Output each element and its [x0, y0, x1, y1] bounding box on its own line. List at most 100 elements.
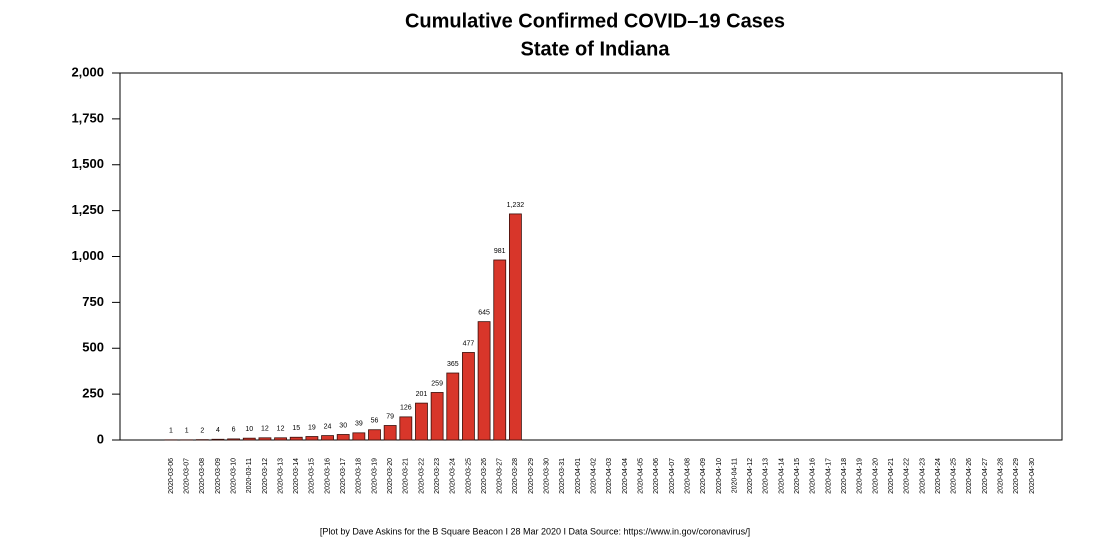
x-tick-label: 2020-04-03: [606, 458, 613, 494]
bar: [306, 437, 318, 440]
value-label: 30: [339, 422, 347, 429]
value-label: 1: [185, 428, 189, 435]
value-label: 12: [261, 426, 269, 433]
plot-frame: [120, 73, 1062, 440]
value-label: 4: [216, 427, 220, 434]
x-tick-label: 2020-04-07: [669, 458, 676, 494]
x-tick-label: 2020-04-15: [794, 458, 801, 494]
x-tick-label: 2020-04-24: [935, 458, 942, 494]
x-tick-label: 2020-04-02: [591, 458, 598, 494]
x-tick-label: 2020-03-19: [371, 458, 378, 494]
bar: [228, 439, 240, 440]
x-tick-label: 2020-03-18: [356, 458, 363, 494]
x-tick-label: 2020-04-12: [747, 458, 754, 494]
x-tick-label: 2020-03-14: [293, 458, 300, 494]
x-tick-label: 2020-03-26: [481, 458, 488, 494]
y-tick-label: 1,000: [71, 248, 104, 263]
x-tick-label: 2020-03-09: [215, 458, 222, 494]
x-tick-label: 2020-03-13: [277, 458, 284, 494]
x-tick-label: 2020-04-20: [872, 458, 879, 494]
bar: [275, 438, 287, 440]
value-label: 1: [169, 428, 173, 435]
x-tick-label: 2020-04-28: [998, 458, 1005, 494]
x-tick-label: 2020-04-17: [825, 458, 832, 494]
value-label: 19: [308, 424, 316, 431]
bar: [322, 436, 334, 440]
value-label: 6: [232, 427, 236, 434]
bar: [337, 434, 349, 440]
value-label: 10: [245, 426, 253, 433]
x-tick-label: 2020-04-09: [700, 458, 707, 494]
y-tick-label: 250: [82, 386, 104, 401]
y-tick-label: 750: [82, 294, 104, 309]
bar: [243, 438, 255, 440]
x-tick-label: 2020-03-15: [309, 458, 316, 494]
x-tick-label: 2020-03-23: [434, 458, 441, 494]
value-label: 477: [463, 340, 475, 347]
x-tick-label: 2020-04-18: [841, 458, 848, 494]
y-tick-label: 1,250: [71, 202, 104, 217]
x-tick-label: 2020-04-04: [622, 458, 629, 494]
x-tick-label: 2020-03-29: [528, 458, 535, 494]
x-tick-label: 2020-04-05: [637, 458, 644, 494]
x-tick-label: 2020-04-30: [1029, 458, 1036, 494]
x-tick-label: 2020-04-22: [904, 458, 911, 494]
x-tick-label: 2020-04-08: [684, 458, 691, 494]
bar: [447, 373, 459, 440]
x-tick-label: 2020-03-21: [403, 458, 410, 494]
bar: [290, 437, 302, 440]
x-tick-label: 2020-04-10: [716, 458, 723, 494]
bar: [478, 322, 490, 440]
value-label: 1,232: [507, 202, 525, 209]
x-tick-label: 2020-03-20: [387, 458, 394, 494]
value-label: 56: [371, 418, 379, 425]
x-tick-label: 2020-04-06: [653, 458, 660, 494]
bar: [431, 392, 443, 440]
value-label: 201: [416, 391, 428, 398]
bar: [462, 352, 474, 440]
x-tick-label: 2020-04-01: [575, 458, 582, 494]
value-label: 15: [292, 425, 300, 432]
value-label: 2: [200, 427, 204, 434]
x-tick-label: 2020-03-17: [340, 458, 347, 494]
x-tick-label: 2020-04-16: [810, 458, 817, 494]
x-tick-label: 2020-04-13: [763, 458, 770, 494]
bar: [400, 417, 412, 440]
x-tick-label: 2020-04-29: [1013, 458, 1020, 494]
bar: [384, 426, 396, 440]
bar: [353, 433, 365, 440]
x-tick-label: 2020-04-27: [982, 458, 989, 494]
value-label: 981: [494, 248, 506, 255]
x-tick-label: 2020-03-06: [168, 458, 175, 494]
x-tick-label: 2020-03-30: [544, 458, 551, 494]
x-tick-label: 2020-03-22: [418, 458, 425, 494]
caption: [Plot by Dave Askins for the B Square Be…: [320, 526, 750, 536]
bar: [259, 438, 271, 440]
x-tick-label: 2020-03-27: [497, 458, 504, 494]
value-label: 365: [447, 361, 459, 368]
value-label: 24: [324, 423, 332, 430]
x-tick-label: 2020-04-11: [731, 458, 738, 493]
bar: [509, 214, 521, 440]
bar: [369, 430, 381, 440]
x-tick-label: 2020-03-31: [559, 458, 566, 494]
value-label: 126: [400, 405, 412, 412]
x-tick-label: 2020-04-19: [857, 458, 864, 494]
y-tick-label: 1,500: [71, 156, 104, 171]
x-tick-label: 2020-04-26: [966, 458, 973, 494]
bar: [212, 439, 224, 440]
y-tick-label: 2,000: [71, 64, 104, 79]
value-label: 12: [277, 426, 285, 433]
chart-title: Cumulative Confirmed COVID–19 Cases: [405, 10, 785, 32]
x-tick-label: 2020-03-12: [262, 458, 269, 494]
value-label: 259: [431, 380, 443, 387]
x-tick-label: 2020-04-14: [778, 458, 785, 494]
y-tick-label: 1,750: [71, 110, 104, 125]
x-tick-label: 2020-04-25: [951, 458, 958, 494]
chart-subtitle: State of Indiana: [521, 38, 671, 60]
value-label: 79: [386, 413, 394, 420]
x-tick-label: 2020-03-25: [465, 458, 472, 494]
x-tick-label: 2020-03-08: [199, 458, 206, 494]
x-tick-label: 2020-04-23: [919, 458, 926, 494]
